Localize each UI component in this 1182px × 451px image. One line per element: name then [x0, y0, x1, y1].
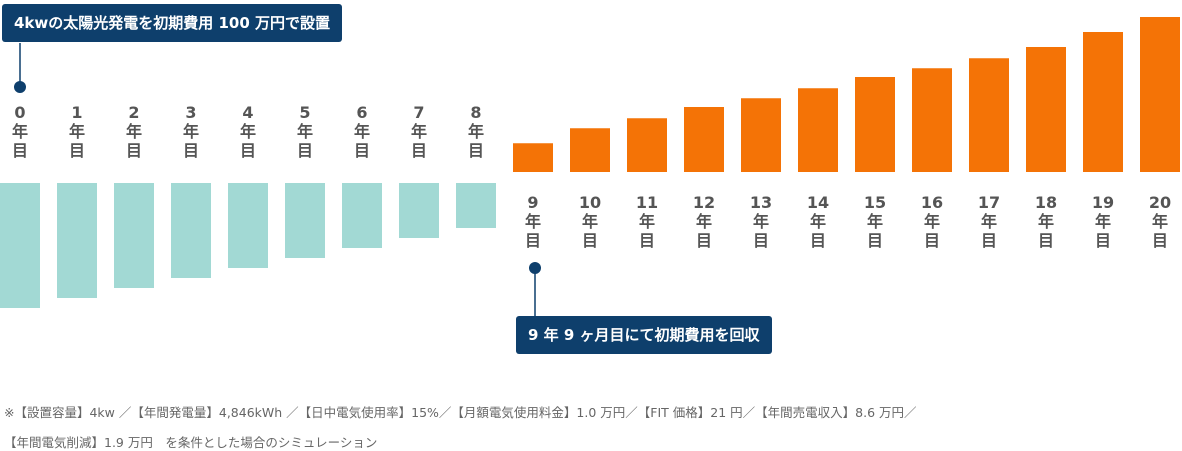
x-tick-label: 0年目 — [11, 103, 28, 160]
x-tick-label: 4年目 — [239, 103, 256, 160]
bar — [456, 183, 496, 228]
x-tick-label: 11年目 — [635, 193, 659, 250]
callout-dot — [14, 81, 26, 93]
callout-start: 4kwの太陽光発電を初期費用 100 万円で設置 — [2, 4, 343, 42]
bar — [57, 183, 97, 298]
bar — [741, 98, 781, 172]
bar — [228, 183, 268, 268]
bar — [0, 183, 40, 308]
x-tick-label: 12年目 — [692, 193, 716, 250]
x-tick-label: 17年目 — [977, 193, 1001, 250]
x-tick-label: 19年目 — [1091, 193, 1115, 250]
bar — [285, 183, 325, 258]
bar — [342, 183, 382, 248]
x-tick-label: 16年目 — [920, 193, 944, 250]
x-tick-label: 10年目 — [578, 193, 602, 250]
x-tick-label: 3年目 — [182, 103, 199, 160]
bar — [1026, 47, 1066, 172]
x-tick-label: 1年目 — [68, 103, 85, 160]
bar — [399, 183, 439, 238]
x-tick-label: 20年目 — [1148, 193, 1172, 250]
bar — [114, 183, 154, 288]
note-line: 【年間電気削減】1.9 万円 を条件とした場合のシミュレーション — [4, 435, 378, 450]
callout-dot — [529, 262, 541, 274]
x-tick-label: 2年目 — [125, 103, 142, 160]
x-tick-label: 6年目 — [353, 103, 370, 160]
bar — [627, 118, 667, 172]
bar — [1083, 32, 1123, 172]
x-tick-label: 7年目 — [410, 103, 427, 160]
x-tick-label: 8年目 — [467, 103, 484, 160]
x-tick-label: 5年目 — [296, 103, 313, 160]
bar — [513, 143, 553, 172]
bar — [912, 68, 952, 172]
x-tick-label: 18年目 — [1034, 193, 1058, 250]
bar — [798, 88, 838, 172]
x-tick-label: 9年目 — [524, 193, 541, 250]
bar — [969, 58, 1009, 172]
bar — [1140, 17, 1180, 172]
bar — [855, 77, 895, 172]
x-tick-label: 15年目 — [863, 193, 887, 250]
x-tick-label: 13年目 — [749, 193, 773, 250]
bar — [171, 183, 211, 278]
bar — [684, 107, 724, 172]
bar — [570, 128, 610, 172]
note-line: ※【設置容量】4kw ／【年間発電量】4,846kWh ／【日中電気使用率】15… — [4, 405, 917, 420]
callout-payback: 9 年 9 ヶ月目にて初期費用を回収 — [516, 316, 772, 354]
x-tick-label: 14年目 — [806, 193, 830, 250]
